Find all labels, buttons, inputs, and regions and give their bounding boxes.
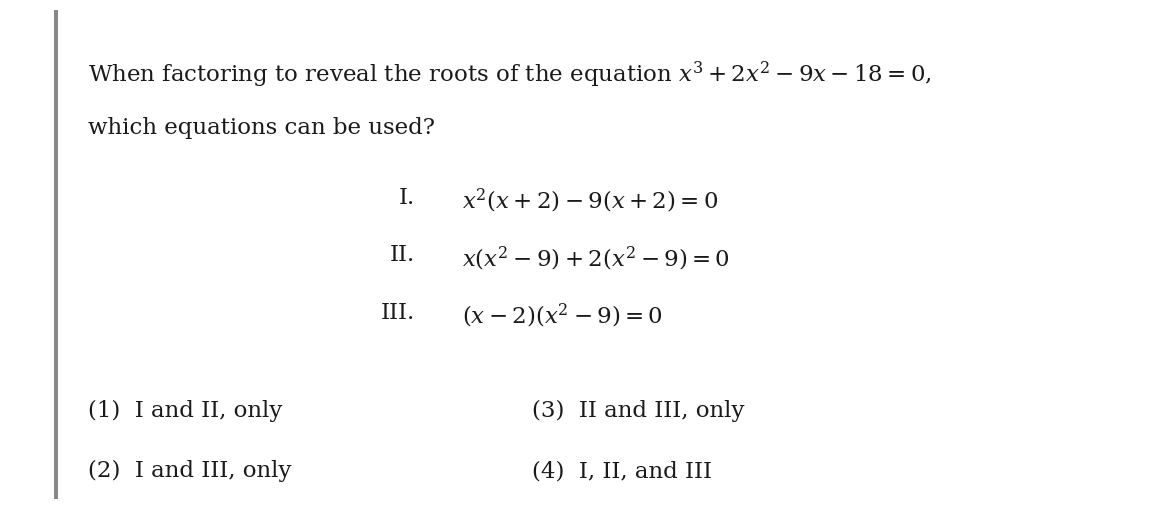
Text: which equations can be used?: which equations can be used? <box>88 117 435 139</box>
Text: (1)  I and II, only: (1) I and II, only <box>88 400 282 422</box>
Text: (3)  II and III, only: (3) II and III, only <box>532 400 745 422</box>
Text: $x^2(x + 2) - 9(x + 2) = 0$: $x^2(x + 2) - 9(x + 2) = 0$ <box>462 187 718 215</box>
Text: III.: III. <box>381 302 415 323</box>
Text: (2)  I and III, only: (2) I and III, only <box>88 460 291 482</box>
Text: II.: II. <box>390 244 415 266</box>
Bar <box>54 10 59 499</box>
Text: (4)  I, II, and III: (4) I, II, and III <box>532 460 713 482</box>
Text: $x(x^2 - 9) + 2(x^2 - 9) = 0$: $x(x^2 - 9) + 2(x^2 - 9) = 0$ <box>462 244 730 272</box>
Text: I.: I. <box>399 187 415 209</box>
Text: When factoring to reveal the roots of the equation $x^3 + 2x^2 - 9x - 18 = 0$,: When factoring to reveal the roots of th… <box>88 60 931 90</box>
Text: $(x - 2)(x^2 - 9) = 0$: $(x - 2)(x^2 - 9) = 0$ <box>462 302 663 330</box>
